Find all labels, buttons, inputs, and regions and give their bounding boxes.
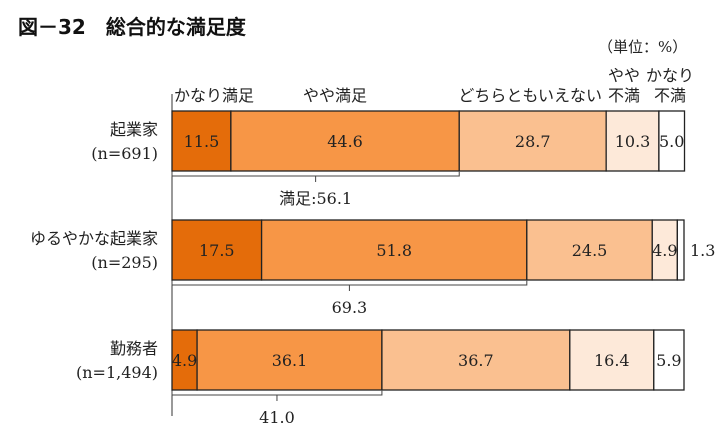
bar-segment bbox=[651, 219, 678, 281]
data-label: 16.4 bbox=[594, 351, 630, 370]
category-label: ゆるやかな起業家 bbox=[30, 229, 158, 248]
data-label: 11.5 bbox=[184, 132, 220, 151]
legend-label: どちらともいえない bbox=[458, 86, 602, 105]
bar-segment bbox=[381, 329, 571, 391]
legend-label: かなり bbox=[646, 66, 694, 85]
category-label: 起業家 bbox=[110, 120, 158, 139]
legend-label: やや bbox=[608, 66, 640, 85]
legend-label: 不満 bbox=[608, 86, 640, 105]
category-n-label: (n=1,494) bbox=[76, 363, 158, 382]
data-label: 24.5 bbox=[572, 241, 608, 260]
legend-label: 不満 bbox=[654, 86, 686, 105]
satisfied-bracket bbox=[171, 281, 528, 286]
bar-segment bbox=[653, 329, 685, 391]
data-label: 4.9 bbox=[172, 351, 197, 370]
data-label: 4.9 bbox=[652, 241, 677, 260]
data-label: 17.5 bbox=[199, 241, 235, 260]
bar-segment bbox=[171, 329, 198, 391]
legend-label: かなり満足 bbox=[174, 86, 254, 105]
chart-title: 図－32 総合的な満足度 bbox=[18, 15, 247, 39]
data-label: 28.7 bbox=[515, 132, 551, 151]
category-n-label: (n=295) bbox=[91, 253, 158, 272]
bar-segment bbox=[171, 219, 263, 281]
data-label: 10.3 bbox=[615, 132, 651, 151]
data-label: 5.9 bbox=[656, 351, 681, 370]
satisfied-bracket bbox=[171, 391, 383, 396]
category-label: 勤務者 bbox=[110, 339, 158, 358]
data-label: 36.1 bbox=[272, 351, 308, 370]
bar-segment bbox=[196, 329, 383, 391]
satisfied-total-label: 満足:56.1 bbox=[279, 189, 352, 208]
bar-segment bbox=[230, 110, 460, 172]
data-label: 51.8 bbox=[376, 241, 412, 260]
satisfied-total-label: 69.3 bbox=[332, 298, 368, 317]
data-label: 36.7 bbox=[458, 351, 494, 370]
bar-segment bbox=[676, 219, 685, 281]
data-label: 5.0 bbox=[659, 132, 684, 151]
satisfied-bracket bbox=[171, 172, 460, 177]
bar-segment bbox=[569, 329, 655, 391]
unit-label: （単位：%） bbox=[598, 38, 687, 56]
category-n-label: (n=691) bbox=[91, 144, 158, 163]
satisfied-total-label: 41.0 bbox=[259, 408, 295, 427]
bar-segment bbox=[458, 110, 607, 172]
bar-segment bbox=[260, 219, 528, 281]
data-label: 44.6 bbox=[327, 132, 363, 151]
bar-segment bbox=[658, 110, 686, 172]
data-label: 1.3 bbox=[690, 241, 715, 260]
bar-segment bbox=[526, 219, 653, 281]
legend-label: やや満足 bbox=[303, 86, 367, 105]
